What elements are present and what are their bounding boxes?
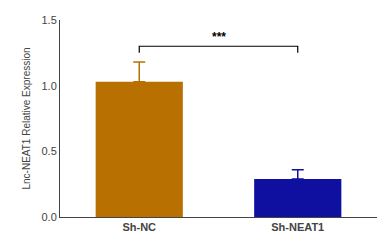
svg-text:0.5: 0.5 (42, 145, 57, 157)
svg-text:1.0: 1.0 (42, 80, 57, 92)
svg-text:Sh-NC: Sh-NC (122, 221, 156, 233)
svg-text:Lnc-NEAT1 Relative Expression: Lnc-NEAT1 Relative Expression (21, 47, 32, 189)
svg-text:Sh-NEAT1: Sh-NEAT1 (271, 221, 324, 233)
svg-text:0.0: 0.0 (42, 211, 57, 223)
svg-text:***: *** (212, 30, 226, 44)
svg-text:1.5: 1.5 (42, 14, 57, 26)
